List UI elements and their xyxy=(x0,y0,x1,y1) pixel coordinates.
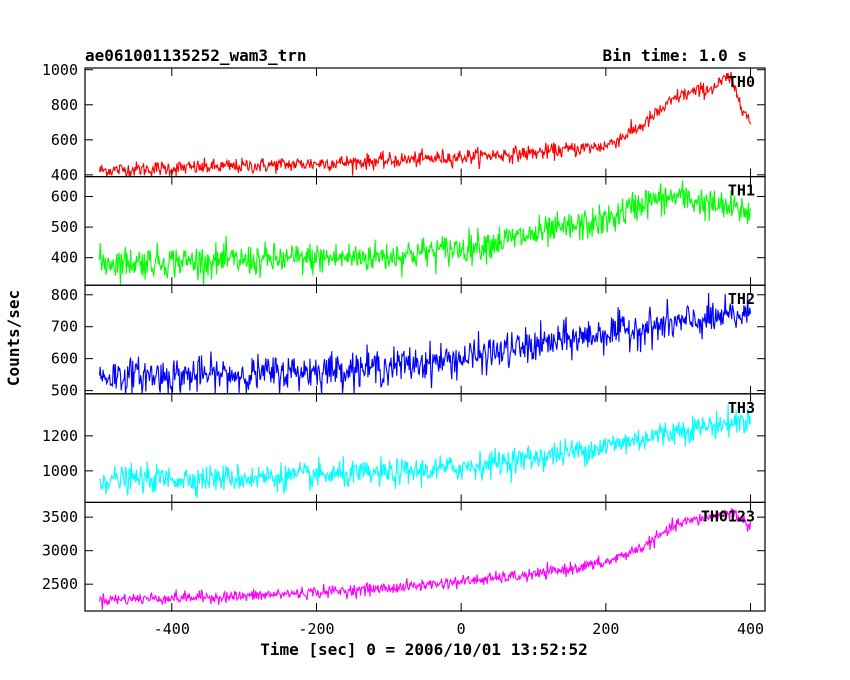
series-line-th0123 xyxy=(98,507,752,610)
panel-frame-th0 xyxy=(84,67,766,178)
y-tick-label-th1: 600 xyxy=(51,187,78,205)
y-axis-label: Counts/sec xyxy=(4,290,23,386)
panel-label-th2: TH2 xyxy=(728,290,755,308)
panel-label-th0123: TH0123 xyxy=(701,507,755,525)
panel-label-th1: TH1 xyxy=(728,182,755,200)
bin-time-label: Bin time: 1.0 s xyxy=(603,46,748,65)
x-axis-label: Time [sec] 0 = 2006/10/01 13:52:52 xyxy=(260,640,588,659)
panel-frame-th1 xyxy=(84,176,766,286)
x-tick-label: 200 xyxy=(592,620,619,638)
x-tick-label: 400 xyxy=(737,620,764,638)
y-tick-label-th0: 800 xyxy=(51,96,78,114)
y-tick-label-th3: 1200 xyxy=(42,427,78,445)
y-tick-label-th0: 400 xyxy=(51,166,78,184)
y-tick-label-th1: 400 xyxy=(51,249,78,267)
panel-frame-th3 xyxy=(84,393,766,503)
panels-group: 400 600 800 1000 TH0 400 500 600 TH1 500 600 700 800… xyxy=(42,61,766,638)
y-tick-label-th3: 1000 xyxy=(42,462,78,480)
y-tick-label-th0: 1000 xyxy=(42,61,78,79)
series-line-th3 xyxy=(99,404,752,499)
y-tick-label-th0123: 2500 xyxy=(42,575,78,593)
y-tick-label-th0123: 3000 xyxy=(42,542,78,560)
x-tick-label: -200 xyxy=(298,620,334,638)
chart-title: ae061001135252_wam3_trn xyxy=(85,46,307,65)
x-tick-label: 0 xyxy=(457,620,466,638)
y-tick-label-th2: 500 xyxy=(51,382,78,400)
x-tick-label: -400 xyxy=(154,620,190,638)
series-line-th1 xyxy=(98,180,752,286)
panel-label-th3: TH3 xyxy=(728,399,755,417)
panel-frame-th0123 xyxy=(84,501,766,612)
y-tick-label-th2: 700 xyxy=(51,318,78,336)
y-tick-label-th2: 600 xyxy=(51,350,78,368)
y-tick-label-th0123: 3500 xyxy=(42,508,78,526)
y-tick-label-th0: 600 xyxy=(51,131,78,149)
y-tick-label-th2: 800 xyxy=(51,286,78,304)
series-line-th2 xyxy=(98,292,752,394)
series-line-th0 xyxy=(98,71,752,177)
panel-label-th0: TH0 xyxy=(728,73,755,91)
y-tick-label-th1: 500 xyxy=(51,218,78,236)
